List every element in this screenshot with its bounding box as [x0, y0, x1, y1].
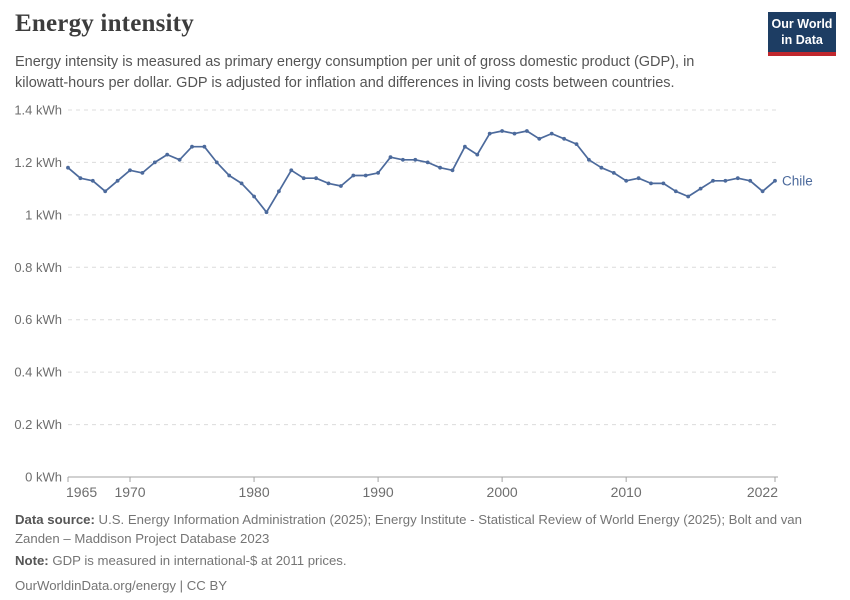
data-point[interactable]	[624, 178, 629, 183]
data-point[interactable]	[525, 129, 529, 133]
data-point[interactable]	[748, 178, 753, 183]
data-source-text: U.S. Energy Information Administration (…	[15, 512, 802, 547]
data-point[interactable]	[711, 178, 715, 183]
data-point[interactable]	[227, 173, 232, 178]
note-label: Note:	[15, 553, 49, 569]
x-tick-label: 2000	[487, 484, 518, 500]
data-source-label: Data source:	[15, 512, 95, 527]
y-tick-label: 0.8 kWh	[14, 260, 62, 275]
data-point[interactable]	[264, 210, 269, 215]
data-point[interactable]	[401, 157, 405, 162]
data-point[interactable]	[636, 176, 641, 181]
data-point[interactable]	[425, 160, 430, 165]
owid-logo-line2: in Data	[781, 32, 823, 47]
data-point[interactable]	[376, 171, 380, 175]
data-point[interactable]	[463, 144, 467, 149]
data-point[interactable]	[314, 176, 318, 181]
y-tick-label: 0 kWh	[25, 470, 62, 485]
data-point[interactable]	[773, 178, 777, 183]
data-point[interactable]	[500, 129, 504, 133]
chart-subtitle: Energy intensity is measured as primary …	[15, 54, 695, 92]
data-point[interactable]	[140, 171, 145, 175]
data-point[interactable]	[152, 160, 157, 165]
data-point[interactable]	[649, 181, 653, 186]
data-point[interactable]	[177, 157, 182, 162]
y-tick-label: 1 kWh	[25, 207, 62, 222]
series-line-chile[interactable]	[67, 130, 776, 214]
data-point[interactable]	[339, 184, 343, 188]
y-tick-label: 1.4 kWh	[14, 103, 62, 118]
y-tick-label: 0.4 kWh	[14, 365, 62, 380]
data-point[interactable]	[698, 186, 703, 191]
data-point[interactable]	[549, 131, 554, 136]
data-point[interactable]	[413, 157, 418, 162]
data-point[interactable]	[363, 173, 368, 178]
data-point[interactable]	[735, 176, 740, 181]
data-point[interactable]	[450, 168, 455, 173]
data-point[interactable]	[326, 181, 331, 186]
data-point[interactable]	[239, 181, 244, 186]
x-tick-label: 1970	[114, 484, 145, 500]
data-point[interactable]	[214, 160, 219, 165]
y-tick-label: 0.2 kWh	[14, 417, 62, 432]
x-tick-label: 2010	[611, 484, 642, 500]
data-point[interactable]	[673, 189, 678, 194]
data-point[interactable]	[103, 189, 108, 194]
data-source-line: Data source: U.S. Energy Information Adm…	[15, 510, 805, 548]
data-point[interactable]	[760, 189, 765, 194]
data-point[interactable]	[128, 168, 132, 173]
series-end-label[interactable]: Chile	[782, 173, 813, 188]
data-point[interactable]	[277, 189, 281, 194]
data-point[interactable]	[599, 165, 604, 170]
data-point[interactable]	[438, 165, 442, 170]
data-point[interactable]	[723, 178, 728, 183]
chart-footer: Data source: U.S. Energy Information Adm…	[15, 510, 805, 596]
owid-logo-line1: Our World	[771, 17, 833, 31]
data-point[interactable]	[562, 136, 566, 141]
license-line[interactable]: OurWorldinData.org/energy | CC BY	[15, 578, 228, 594]
data-point[interactable]	[289, 168, 294, 173]
x-tick-label: 2022	[747, 484, 778, 500]
data-point[interactable]	[190, 144, 194, 149]
data-point[interactable]	[252, 194, 256, 199]
data-point[interactable]	[388, 155, 393, 160]
note-text: GDP is measured in international-$ at 20…	[48, 553, 347, 569]
data-point[interactable]	[661, 181, 666, 186]
y-tick-label: 1.2 kWh	[14, 155, 62, 170]
data-point[interactable]	[537, 136, 542, 141]
data-point[interactable]	[574, 142, 579, 146]
data-point[interactable]	[475, 152, 480, 157]
data-point[interactable]	[686, 194, 691, 199]
data-point[interactable]	[90, 178, 95, 183]
note-line: Note: GDP is measured in international-$…	[15, 551, 805, 570]
data-point[interactable]	[487, 131, 492, 136]
data-point[interactable]	[351, 173, 356, 178]
data-point[interactable]	[611, 171, 616, 175]
data-point[interactable]	[587, 157, 591, 162]
data-point[interactable]	[66, 165, 70, 170]
page-title: Energy intensity	[15, 10, 194, 37]
data-point[interactable]	[165, 152, 170, 157]
data-point[interactable]	[202, 144, 207, 149]
data-point[interactable]	[115, 178, 120, 183]
data-point[interactable]	[301, 176, 306, 181]
x-tick-label: 1980	[238, 484, 269, 500]
data-point[interactable]	[78, 176, 83, 181]
data-point[interactable]	[512, 131, 517, 136]
owid-logo[interactable]: Our World in Data	[768, 12, 836, 57]
x-tick-label: 1990	[363, 484, 394, 500]
line-chart-canvas[interactable]: 0 kWh 0.2 kWh 0.4 kWh 0.6 kWh 0.8 kWh 1 kWh 1.…	[0, 95, 850, 505]
y-tick-label: 0.6 kWh	[14, 312, 62, 327]
x-tick-label: 1965	[66, 484, 97, 500]
